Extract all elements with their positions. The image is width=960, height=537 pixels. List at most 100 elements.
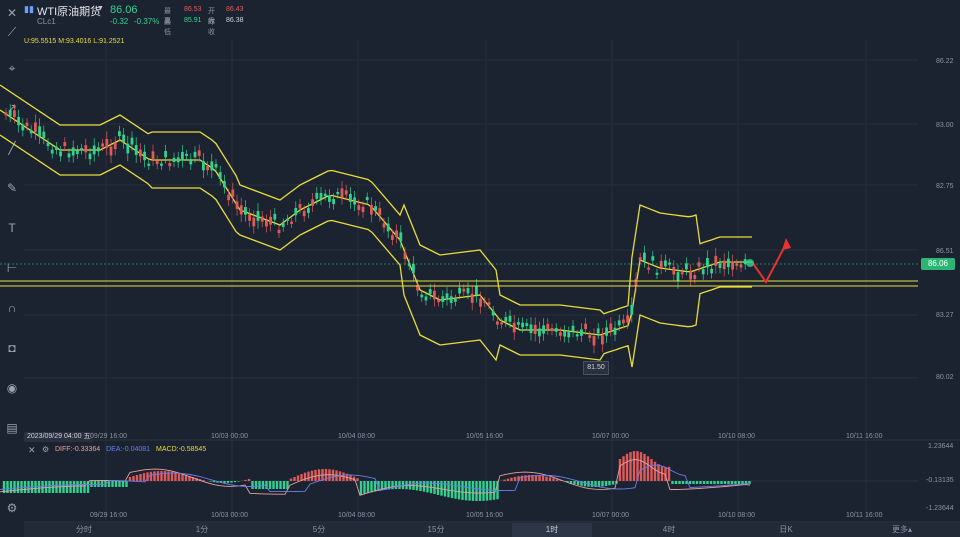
tab-1hour[interactable]: 1时 [512, 523, 592, 537]
tab-intraday[interactable]: 分时 [76, 525, 92, 534]
candle [227, 194, 230, 201]
candle [370, 204, 373, 215]
macd-bar [548, 477, 552, 481]
macd-tick: -0.13135 [926, 477, 954, 484]
macd-bar [72, 481, 76, 493]
macd-bar [370, 481, 373, 493]
candle [265, 220, 268, 227]
candle [46, 142, 50, 147]
macd-dea: DEA:-0.04081 [106, 446, 151, 453]
tab-1min[interactable]: 1分 [195, 525, 209, 534]
candle [567, 332, 571, 338]
symbol-name[interactable]: WTI原油期货 [37, 6, 102, 18]
prev-close-value: 86.38 [226, 17, 244, 24]
candle [395, 230, 398, 238]
macd-x-tick: 10/05 16:00 [466, 512, 503, 519]
magnet-icon[interactable]: ∩ [7, 301, 17, 315]
macd-bar [478, 481, 482, 501]
candle [672, 266, 676, 275]
candle [710, 268, 713, 274]
chevron-down-icon[interactable]: ▼ [97, 5, 104, 12]
open-value: 86.43 [226, 6, 244, 13]
macd-bar [293, 476, 296, 481]
x-tick: 10/05 16:00 [466, 433, 503, 440]
eye-icon[interactable]: ◉ [6, 381, 18, 395]
high-label: 最高 [164, 8, 171, 25]
candle [181, 152, 184, 161]
macd-bar [674, 481, 678, 484]
macd-bar [387, 481, 391, 490]
macd-bar [520, 475, 524, 481]
pencil-icon[interactable]: ⟋ [7, 25, 17, 39]
text-icon[interactable]: T [8, 221, 16, 235]
candle [454, 298, 457, 302]
candle [529, 324, 533, 334]
tab-5min[interactable]: 5分 [312, 525, 326, 534]
macd-bar [226, 481, 230, 483]
candle [210, 161, 214, 171]
chart-type-icon[interactable]: ▮▮ [24, 4, 34, 14]
candle [412, 263, 415, 274]
tab-daily[interactable]: 日K [779, 525, 793, 534]
cursor-icon[interactable]: ⌖ [8, 61, 16, 75]
measure-icon[interactable]: ⊢ [6, 261, 18, 275]
candle [706, 258, 709, 268]
macd-bar [573, 481, 576, 485]
macd-bar [265, 481, 268, 489]
lock-icon[interactable]: ◘ [8, 341, 16, 355]
macd-bar [552, 478, 555, 481]
candle [63, 142, 67, 147]
candle [487, 302, 491, 305]
trash-icon[interactable]: ▤ [6, 421, 18, 435]
candle [714, 255, 718, 266]
macd-bar [527, 475, 531, 481]
candle [147, 163, 151, 166]
candle [8, 110, 12, 117]
candle [643, 252, 646, 261]
macd-bar [237, 481, 240, 482]
candle [50, 149, 54, 154]
candle [34, 122, 37, 133]
macd-bar [233, 481, 237, 483]
brush-icon[interactable]: ✎ [6, 181, 18, 195]
macd-bar [531, 475, 534, 481]
macd-bar [128, 477, 132, 481]
candle [542, 325, 545, 334]
macd-bar [142, 473, 146, 481]
macd-bar [181, 474, 184, 481]
macd-bar [373, 481, 377, 492]
candle [651, 256, 655, 261]
macd-bar [177, 473, 181, 481]
candle [668, 262, 671, 265]
arrow-up-icon[interactable]: ↗ [6, 101, 18, 115]
macd-bar [286, 481, 289, 489]
candle [29, 129, 33, 134]
line-icon[interactable]: ╱ [8, 141, 16, 155]
candle [374, 206, 377, 211]
close-icon[interactable]: ✕ [6, 6, 18, 20]
tab-4hour[interactable]: 4时 [662, 525, 676, 534]
macd-bar [643, 453, 646, 481]
settings-icon[interactable]: ⚙ [42, 445, 50, 454]
settings-icon[interactable]: ⚙ [6, 501, 18, 515]
candle [42, 131, 46, 139]
macd-bar [391, 481, 394, 490]
candle [286, 218, 289, 221]
price-change-pct: -0.37% [134, 17, 160, 26]
macd-bar [681, 481, 685, 484]
macd-bar [258, 481, 261, 489]
tab-15min[interactable]: 15分 [427, 525, 445, 534]
macd-bar [744, 481, 748, 484]
macd-bar [79, 481, 83, 493]
macd-bar [191, 477, 195, 481]
symbol-code: CLc1 [37, 17, 56, 26]
macd-bar [566, 481, 569, 483]
tab-more[interactable]: 更多▴ [891, 525, 912, 534]
macd-x-tick: 10/03 00:00 [211, 512, 248, 519]
macd-bar [69, 481, 72, 493]
macd-bar [121, 481, 125, 487]
candle [420, 294, 424, 298]
macd-bar [13, 481, 16, 493]
close-icon[interactable]: ✕ [28, 445, 36, 455]
